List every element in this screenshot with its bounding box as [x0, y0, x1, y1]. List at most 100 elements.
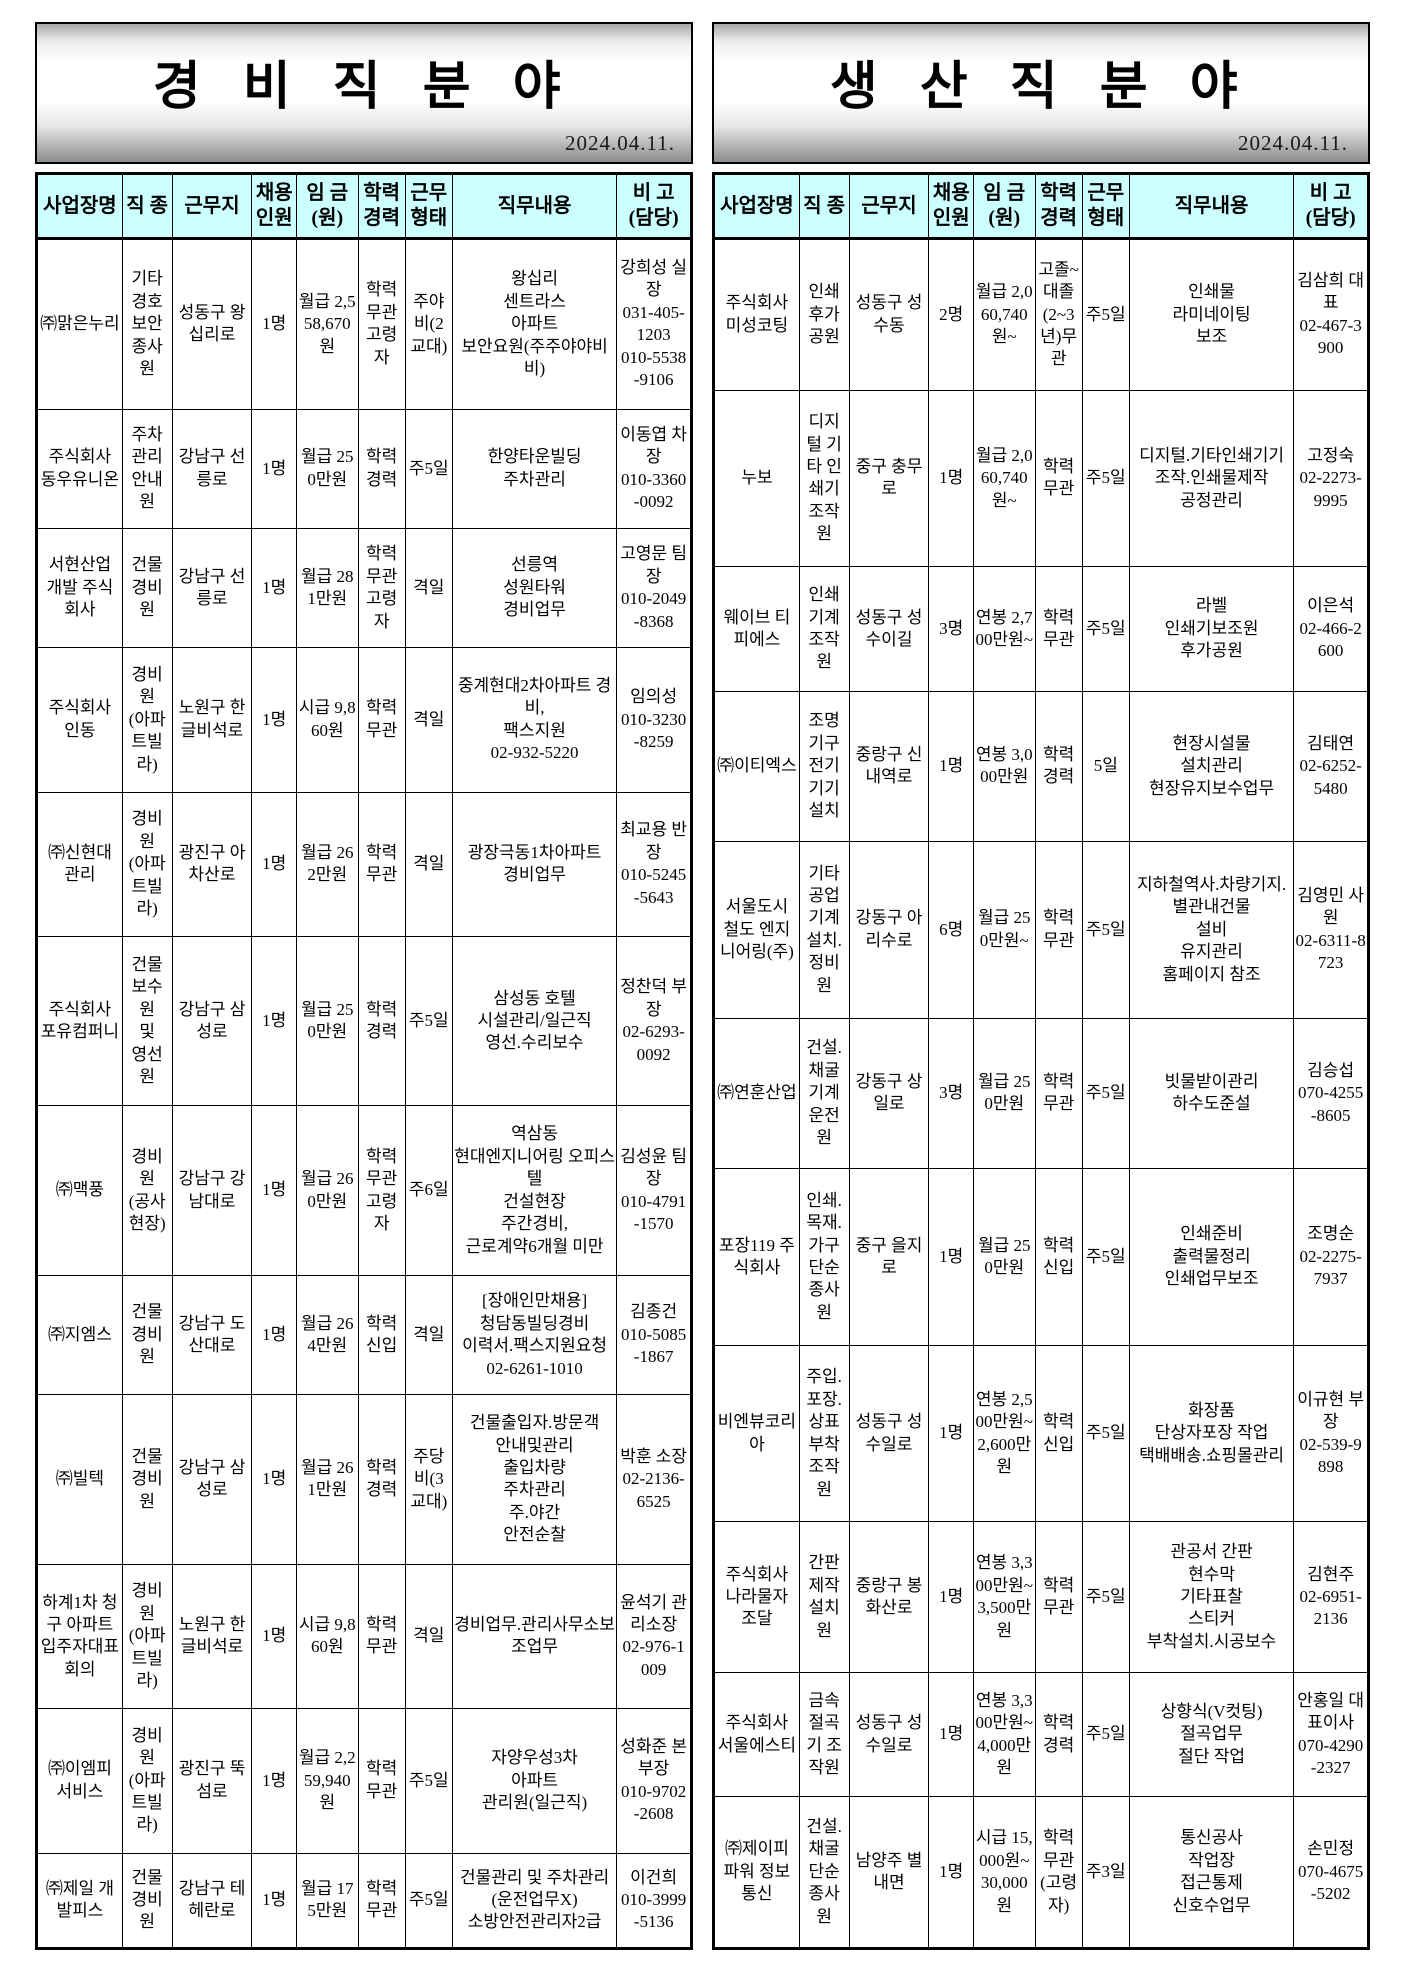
cell-job: 건설.채굴 단순 종사원 [798, 1796, 850, 1949]
cell-wage: 월급 250만원 [296, 935, 359, 1107]
cell-job: 주입.포장.상표 부착 조작원 [798, 1344, 850, 1523]
cell-location: 강남구 삼성로 [171, 935, 253, 1107]
cell-education: 학력무관 고령자 [357, 238, 406, 410]
cell-education: 학력무관 (고령자) [1034, 1796, 1083, 1949]
cell-contact: 성화준 본부장 010-9702-2608 [616, 1708, 692, 1854]
col-header-duties: 직무내용 [1128, 173, 1295, 240]
cell-wage: 월급 2,060,740원~ [973, 238, 1036, 391]
cell-job: 인쇄 기계 조작원 [798, 566, 850, 692]
cell-business: 주식회사 포유컴퍼니 [36, 935, 123, 1107]
cell-hires: 1명 [251, 935, 297, 1107]
cell-business: 주식회사 서울에스티 [713, 1671, 800, 1798]
cell-duties: 상향식(V컷팅) 절곡업무 절단 작업 [1128, 1671, 1295, 1798]
cell-hires: 3명 [928, 566, 974, 692]
cell-contact: 이규현 부장 02-539-9898 [1293, 1344, 1369, 1523]
job-row: 포장119 주식회사 인쇄.목재.가구 단순 종사원 중구 을지로 1명 월급 250만… [713, 1168, 1369, 1346]
cell-education: 학력무관 [357, 791, 406, 938]
cell-education: 학력무관 [1034, 1017, 1083, 1170]
col-header-job: 직 종 [121, 173, 173, 240]
cell-location: 강동구 아리수로 [848, 841, 930, 1019]
cell-location: 성동구 성수이길 [848, 566, 930, 692]
cell-duties: 자양우성3차 아파트 관리원(일근직) [451, 1708, 618, 1854]
cell-schedule: 주5일 [404, 1708, 453, 1854]
cell-wage: 월급 2,558,670원 [296, 238, 359, 410]
cell-schedule: 5일 [1081, 690, 1130, 843]
cell-job: 건물경비원 [121, 527, 173, 649]
cell-location: 성동구 성수일로 [848, 1671, 930, 1798]
cell-schedule: 주5일 [1081, 566, 1130, 692]
cell-contact: 안홍일 대표이사 070-4290-2327 [1293, 1671, 1369, 1798]
cell-hires: 1명 [928, 1671, 974, 1798]
cell-contact: 김승섭 070-4255-8605 [1293, 1017, 1369, 1170]
cell-job: 경비원 (공사현장) [121, 1105, 173, 1276]
cell-schedule: 주5일 [1081, 1671, 1130, 1798]
cell-wage: 시급 9,860원 [296, 647, 359, 793]
cell-job: 경비원 (아파트빌라) [121, 647, 173, 793]
cell-duties: 디지털.기타인쇄기기 조작.인쇄물제작 공정관리 [1128, 389, 1295, 568]
cell-job: 경비원 (아파트빌라) [121, 1708, 173, 1854]
cell-schedule: 주5일 [404, 935, 453, 1107]
cell-contact: 이은석 02-466-2600 [1293, 566, 1369, 692]
cell-hires: 1명 [928, 690, 974, 843]
cell-hires: 1명 [928, 1168, 974, 1346]
cell-contact: 최교용 반장 010-5245-5643 [616, 791, 692, 938]
cell-wage: 월급 281만원 [296, 527, 359, 649]
security-banner: 경 비 직 분 야 2024.04.11. [35, 22, 693, 164]
cell-duties: 한양타운빌딩 주차관리 [451, 408, 618, 529]
cell-business: 주식회사 인동 [36, 647, 123, 793]
col-header-business: 사업장명 [713, 173, 800, 240]
cell-hires: 1명 [928, 389, 974, 568]
cell-contact: 이건희 010-3999-5136 [616, 1852, 692, 1949]
cell-hires: 1명 [251, 1563, 297, 1710]
cell-education: 학력경력 [357, 935, 406, 1107]
job-row: 주식회사 인동 경비원 (아파트빌라) 노원구 한글비석로 1명 시급 9,860원 학력… [36, 647, 692, 793]
cell-education: 학력신입 [357, 1274, 406, 1396]
cell-contact: 고영문 팀장 010-2049-8368 [616, 527, 692, 649]
production-header-row: 사업장명 직 종 근무지 채용 인원 임 금 (원) 학력 경력 근무 형태 직… [713, 173, 1369, 240]
production-title: 생 산 직 분 야 [829, 59, 1253, 116]
cell-location: 중랑구 봉화산로 [848, 1521, 930, 1673]
col-header-wage: 임 금 (원) [296, 173, 359, 240]
cell-wage: 월급 250만원~ [973, 841, 1036, 1019]
cell-job: 건물보수원 및 영선원 [121, 935, 173, 1107]
cell-business: 서현산업 개발 주식회사 [36, 527, 123, 649]
cell-schedule: 격일 [404, 527, 453, 649]
cell-duties: 인쇄준비 출력물정리 인쇄업무보조 [1128, 1168, 1295, 1346]
cell-business: ㈜신현대 관리 [36, 791, 123, 938]
security-jobs-table: 사업장명 직 종 근무지 채용 인원 임 금 (원) 학력 경력 근무 형태 직… [35, 172, 693, 1950]
col-header-duties: 직무내용 [451, 173, 618, 240]
cell-business: 하계1차 청구 아파트입주자대표회의 [36, 1563, 123, 1710]
security-jobs-section: 경 비 직 분 야 2024.04.11. 사업장명 직 종 근무지 채용 인원… [35, 22, 693, 1950]
cell-duties: 빗물받이관리 하수도준설 [1128, 1017, 1295, 1170]
cell-location: 강남구 강남대로 [171, 1105, 253, 1276]
cell-business: ㈜제일 개발피스 [36, 1852, 123, 1949]
cell-business: 서울도시 철도 엔지니어링(주) [713, 841, 800, 1019]
cell-education: 학력무관 [1034, 1521, 1083, 1673]
cell-wage: 월급 262만원 [296, 791, 359, 938]
cell-hires: 1명 [928, 1521, 974, 1673]
col-header-job: 직 종 [798, 173, 850, 240]
cell-wage: 연봉 2,700만원~ [973, 566, 1036, 692]
job-row: 서현산업 개발 주식회사 건물경비원 강남구 선릉로 1명 월급 281만원 학력무관 고… [36, 527, 692, 649]
cell-hires: 1명 [251, 408, 297, 529]
cell-duties: 선릉역 성원타워 경비업무 [451, 527, 618, 649]
cell-schedule: 격일 [404, 791, 453, 938]
cell-contact: 김삼희 대표 02-467-3900 [1293, 238, 1369, 391]
cell-job: 기타경호 보안종사원 [121, 238, 173, 410]
cell-schedule: 주3일 [1081, 1796, 1130, 1949]
cell-duties: 건물출입자.방문객 안내및관리 출입차량 주차관리 주.야간 안전순찰 [451, 1394, 618, 1565]
cell-hires: 1명 [251, 1852, 297, 1949]
job-row: ㈜빌텍 건물 경비원 강남구 삼성로 1명 월급 261만원 학력경력 주당비(3교대) 건물… [36, 1394, 692, 1565]
cell-contact: 김성윤 팀장 010-4791-1570 [616, 1105, 692, 1276]
job-row: ㈜제이피 파워 정보통신 건설.채굴 단순 종사원 남양주 별내면 1명 시급 15,0… [713, 1796, 1369, 1949]
cell-schedule: 주5일 [1081, 238, 1130, 391]
cell-schedule: 주5일 [404, 1852, 453, 1949]
job-row: ㈜맑은누리 기타경호 보안종사원 성동구 왕십리로 1명 월급 2,558,670원 학력… [36, 238, 692, 410]
cell-business: 포장119 주식회사 [713, 1168, 800, 1346]
cell-contact: 강희성 실장 031-405-1203 010-5538-9106 [616, 238, 692, 410]
col-header-contact: 비 고 (담당) [1293, 173, 1369, 240]
cell-wage: 월급 175만원 [296, 1852, 359, 1949]
cell-business: ㈜연훈산업 [713, 1017, 800, 1170]
security-title: 경 비 직 분 야 [152, 59, 576, 116]
